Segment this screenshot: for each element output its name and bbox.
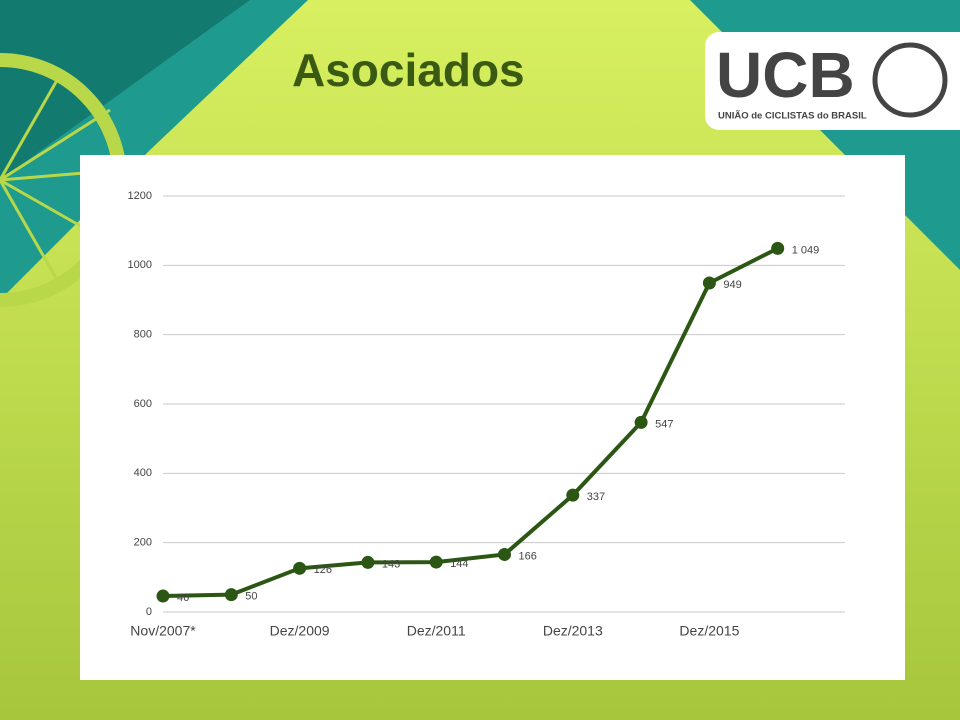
data-label: 166	[519, 550, 537, 562]
data-label: 1 049	[792, 244, 820, 256]
data-label: 46	[177, 592, 189, 604]
logo-wheel	[872, 42, 948, 118]
x-tick-label: Dez/2015	[679, 623, 739, 639]
data-point	[293, 561, 307, 575]
y-tick-label: 1000	[128, 259, 152, 271]
plot: 0 200 400 600 800 1000 1200 Nov/2007* Dez/2009 De…	[128, 190, 845, 639]
data-label: 143	[382, 558, 400, 570]
data-point	[429, 555, 443, 569]
data-point	[361, 555, 375, 569]
y-tick-label: 800	[134, 329, 152, 341]
data-point	[566, 488, 580, 502]
data-point	[498, 547, 511, 561]
data-point	[702, 276, 716, 290]
data-point	[156, 589, 170, 603]
x-tick-label: Dez/2013	[543, 623, 603, 639]
y-tick-label: 0	[146, 606, 152, 618]
data-point	[771, 241, 785, 255]
data-line	[162, 246, 779, 599]
logo-box	[705, 32, 960, 130]
y-tick-label: 400	[134, 467, 152, 479]
chart-area	[80, 155, 905, 680]
data-label: 50	[245, 591, 257, 603]
data-label: 547	[655, 418, 673, 430]
y-tick-label: 200	[134, 537, 152, 549]
x-tick-label: Dez/2011	[407, 623, 466, 639]
slide-title: Asociados	[292, 44, 525, 96]
x-tick-label: Nov/2007*	[130, 623, 196, 639]
data-label: 126	[314, 564, 332, 576]
logo-subtitle: UNIÃO de CICLISTAS do BRASIL	[718, 111, 867, 122]
x-tick-label: Dez/2009	[270, 623, 330, 639]
data-point	[224, 588, 238, 602]
teal-shape-dark	[0, 0, 250, 180]
y-tick-label: 1200	[128, 190, 152, 202]
data-label: 949	[723, 279, 741, 291]
data-label: 337	[587, 491, 605, 503]
logo-name: UCB	[716, 39, 855, 111]
data-point	[634, 415, 648, 429]
y-tick-label: 600	[134, 398, 152, 410]
data-label: 144	[450, 558, 468, 570]
